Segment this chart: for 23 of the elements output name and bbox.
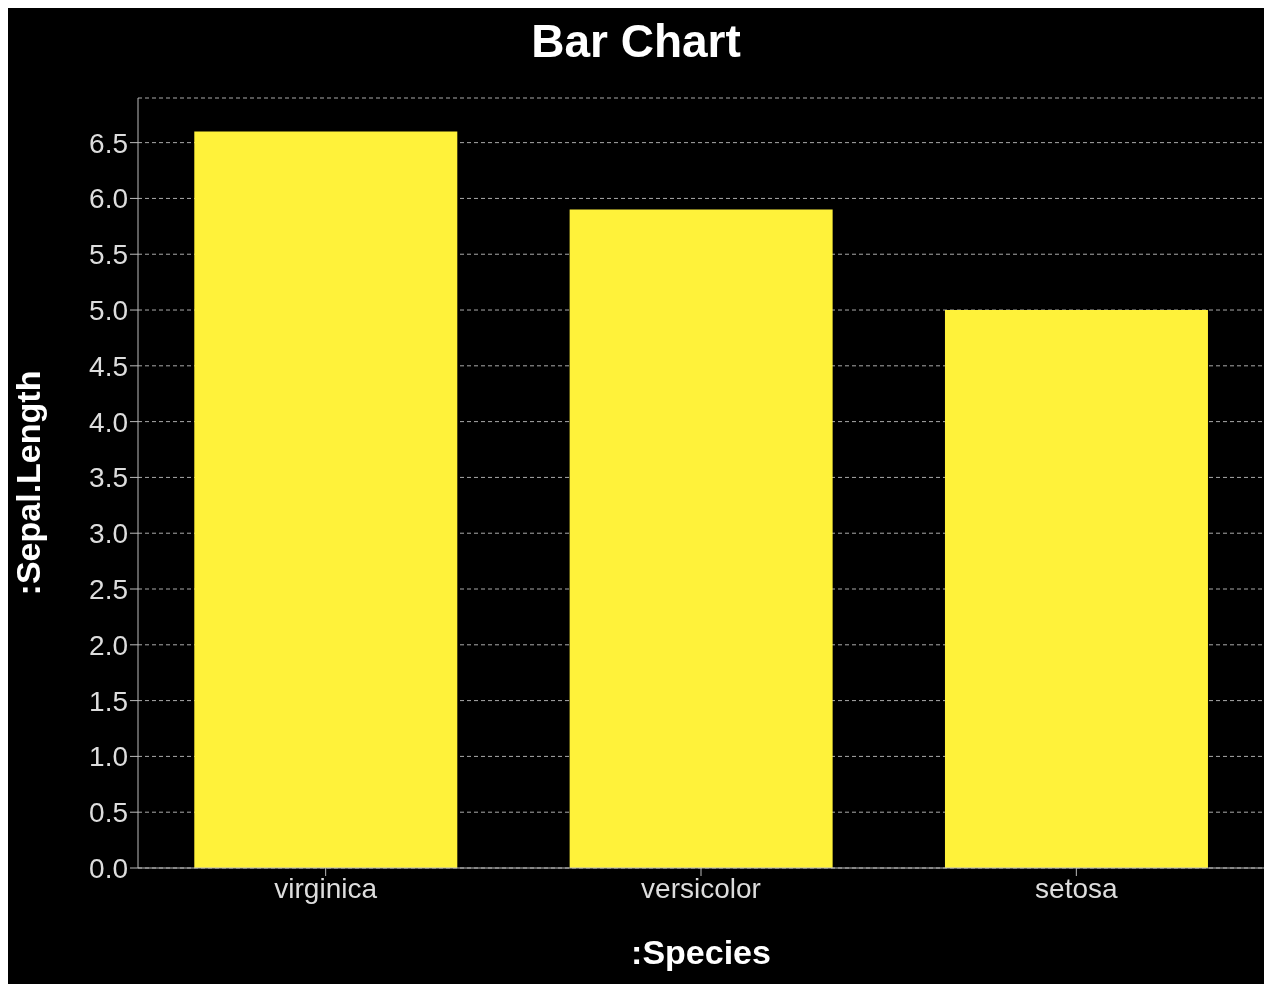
y-tick-label: 6.0 [89, 183, 128, 215]
y-tick-label: 0.0 [89, 852, 128, 884]
y-axis-title: :Sepal.Length [9, 370, 48, 596]
y-tick-label: 1.0 [89, 741, 128, 773]
y-tick-label: 3.0 [89, 518, 128, 550]
x-tick-label: versicolor [641, 872, 761, 904]
chart-title: Bar Chart [530, 14, 742, 69]
x-tick-label: virginica [274, 872, 378, 904]
y-tick-label: 1.5 [89, 685, 128, 717]
y-tick-label: 5.0 [89, 294, 128, 326]
bar [944, 310, 1208, 868]
y-tick-label: 3.5 [89, 462, 128, 494]
y-tick-label: 4.5 [89, 350, 128, 382]
bar [194, 131, 458, 868]
y-tick-label: 4.0 [89, 406, 128, 438]
x-tick-label: setosa [1035, 872, 1119, 904]
x-axis-title: :Species [631, 933, 771, 971]
y-tick-label: 2.0 [89, 629, 128, 661]
y-tick-label: 0.5 [89, 797, 128, 829]
y-tick-label: 5.5 [89, 239, 128, 271]
bar [569, 209, 833, 868]
y-tick-label: 2.5 [89, 573, 128, 605]
y-tick-label: 6.5 [89, 127, 128, 159]
